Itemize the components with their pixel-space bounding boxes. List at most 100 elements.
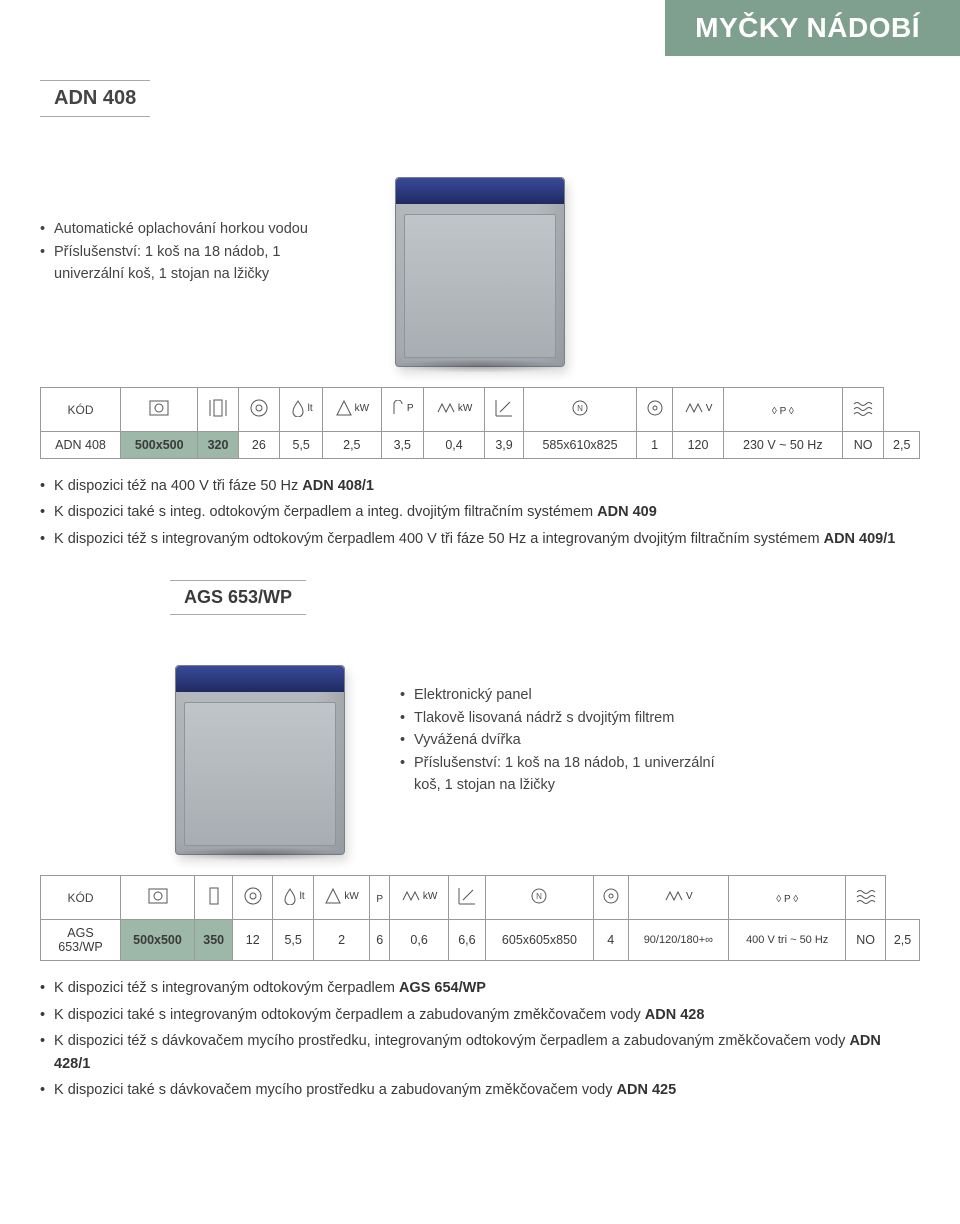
cell: 120 — [673, 432, 724, 459]
product2-image — [150, 625, 370, 855]
list-item: Příslušenství: 1 koš na 18 nádob, 1 univ… — [400, 752, 740, 797]
note: K dispozici též s integrovaným odtokovým… — [40, 977, 920, 999]
cell: 1 — [636, 432, 672, 459]
cell: 500x500 — [121, 920, 195, 961]
cell: 320 — [198, 432, 238, 459]
cell: 2,5 — [886, 920, 920, 961]
water-icon — [852, 400, 874, 416]
note: K dispozici také s integrovaným odtokový… — [40, 1004, 920, 1026]
list-item: Tlakově lisovaná nádrž s dvojitým filtre… — [400, 707, 740, 729]
cell: 2 — [314, 920, 370, 961]
note: K dispozici též s integrovaným odtokovým… — [40, 528, 920, 550]
col-lt: lt — [273, 876, 314, 920]
cell: 3,5 — [381, 432, 424, 459]
svg-text:N: N — [577, 404, 583, 413]
cell: 5,5 — [273, 920, 314, 961]
col-lt: lt — [280, 388, 323, 432]
cell: 12 — [233, 920, 273, 961]
cell: 0,6 — [390, 920, 448, 961]
cycle-time-icon — [646, 399, 664, 417]
cell: NO — [846, 920, 886, 961]
product2-features: Elektronický panel Tlakově lisovaná nádr… — [400, 684, 740, 796]
list-item: Příslušenství: 1 koš na 18 nádob, 1 univ… — [40, 241, 340, 286]
cell: 6,6 — [448, 920, 485, 961]
col-p: P — [381, 388, 424, 432]
capacity-icon — [248, 397, 270, 419]
triangle-icon — [324, 887, 342, 905]
triangle-icon — [335, 399, 353, 417]
voltage-icon — [664, 888, 684, 904]
col-kw2: kW — [390, 876, 448, 920]
col-height-icon — [198, 388, 238, 432]
cell: 2,5 — [323, 432, 381, 459]
dimension-icon — [494, 398, 514, 418]
cell: 90/120/180+∞ — [628, 920, 729, 961]
cell: 26 — [238, 432, 280, 459]
plate-size-icon — [147, 885, 169, 907]
dishwasher-illustration — [395, 177, 565, 367]
cell: 400 V tri ~ 50 Hz — [729, 920, 846, 961]
col-po: ◊ P ◊ — [729, 876, 846, 920]
col-water — [846, 876, 886, 920]
list-item: Elektronický panel — [400, 684, 740, 706]
product2-title: AGS 653/WP — [170, 580, 306, 615]
cycle-time-icon — [602, 887, 620, 905]
cell: 230 V ~ 50 Hz — [723, 432, 842, 459]
col-arrow — [448, 876, 485, 920]
product1-section: Automatické oplachování horkou vodou Pří… — [40, 137, 920, 367]
product1-title: ADN 408 — [40, 80, 150, 117]
cell: 0,4 — [424, 432, 485, 459]
pump-icon — [391, 400, 405, 416]
col-v: V — [673, 388, 724, 432]
col-height-icon — [195, 876, 233, 920]
col-dim-icon — [121, 876, 195, 920]
wave-icon — [436, 400, 456, 416]
col-o — [636, 388, 672, 432]
product2-section: Elektronický panel Tlakově lisovaná nádr… — [40, 625, 920, 855]
svg-text:N: N — [537, 892, 543, 901]
product1-spec-table: KÓD lt kW P kW N V ◊ P ◊ ADN 408 500x500… — [40, 387, 920, 459]
cycle-n-icon: N — [571, 399, 589, 417]
cell: 5,5 — [280, 432, 323, 459]
product2-notes: K dispozici též s integrovaným odtokovým… — [40, 977, 920, 1101]
cell: 3,9 — [485, 432, 524, 459]
capacity-icon — [242, 885, 264, 907]
note: K dispozici též s dávkovačem mycího pros… — [40, 1030, 920, 1075]
col-v: V — [628, 876, 729, 920]
glass-height-icon — [204, 885, 224, 907]
cycle-n-icon: N — [530, 887, 548, 905]
col-po: ◊ P ◊ — [723, 388, 842, 432]
voltage-icon — [684, 400, 704, 416]
col-cap-icon — [238, 388, 280, 432]
col-n: N — [524, 388, 637, 432]
cell: NO — [842, 432, 884, 459]
cell: 6 — [369, 920, 389, 961]
col-kod: KÓD — [41, 388, 121, 432]
col-cap-icon — [233, 876, 273, 920]
cell: 585x610x825 — [524, 432, 637, 459]
cell: 605x605x850 — [486, 920, 594, 961]
product1-features: Automatické oplachování horkou vodou Pří… — [40, 218, 340, 285]
col-n: N — [486, 876, 594, 920]
drop-icon — [290, 399, 306, 417]
wave-icon — [401, 888, 421, 904]
shadow — [172, 847, 348, 861]
note: K dispozici též na 400 V tři fáze 50 Hz … — [40, 475, 920, 497]
note: K dispozici také s integ. odtokovým čerp… — [40, 501, 920, 523]
cell: 2,5 — [884, 432, 920, 459]
list-item: Automatické oplachování horkou vodou — [40, 218, 340, 240]
drop-icon — [282, 887, 298, 905]
water-icon — [855, 888, 877, 904]
product2-spec-table: KÓD lt kW P kW N V ◊ P ◊ AGS 653/WP 500x… — [40, 875, 920, 961]
shadow — [392, 359, 568, 373]
cell: 350 — [195, 920, 233, 961]
product1-image — [370, 137, 590, 367]
col-kw2: kW — [424, 388, 485, 432]
cell: 500x500 — [121, 432, 198, 459]
note: K dispozici také s dávkovačem mycího pro… — [40, 1079, 920, 1101]
col-o — [593, 876, 628, 920]
col-kod: KÓD — [41, 876, 121, 920]
glass-height-icon — [208, 397, 228, 419]
col-water — [842, 388, 884, 432]
list-item: Vyvážená dvířka — [400, 729, 740, 751]
